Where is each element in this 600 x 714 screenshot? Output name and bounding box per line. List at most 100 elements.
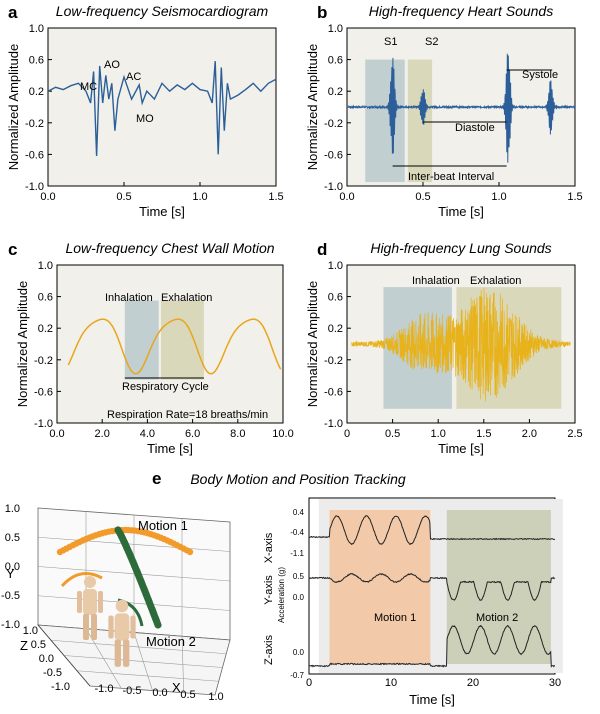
x-tick-label: 30	[549, 677, 561, 689]
annotation-ao: AO	[104, 59, 120, 71]
label-systole: Systole	[522, 69, 558, 81]
x-tick-label: 10.0	[272, 428, 293, 440]
y-tick-label: 1.0	[328, 260, 343, 272]
x-tick-label: 0.5	[116, 191, 131, 203]
figure-leg	[114, 639, 121, 667]
shade-s1	[365, 59, 405, 183]
trace-y-axis	[308, 572, 556, 602]
annotation-mc: MC	[80, 81, 97, 93]
figure-torso	[114, 613, 130, 641]
human-figure-2	[108, 599, 136, 667]
x-tick-label: 1.5	[268, 191, 283, 203]
y-tick-label: -0.2	[34, 355, 53, 367]
y-tick-label: 0.2	[29, 86, 44, 98]
y-tick-label: -0.6	[324, 386, 343, 398]
x-tick-label: 2.0	[522, 428, 537, 440]
y-tick-label: 1.0	[38, 260, 53, 272]
shade-s2	[407, 59, 433, 183]
y-tick-label: 0.6	[328, 292, 343, 304]
panel-letter: c	[8, 240, 17, 259]
y-axis-label: Normalized Amplitude	[305, 281, 320, 407]
y-tick-label: -0.2	[25, 118, 44, 130]
x-tick-label: 1.0	[431, 428, 446, 440]
panel-title: Body Motion and Position Tracking	[190, 471, 406, 487]
label-motion-2: Motion 2	[476, 612, 518, 624]
row-label-x: X-axis	[263, 532, 275, 563]
x-tick-label: 8.0	[230, 428, 245, 440]
series-line	[351, 287, 571, 402]
figure-arm	[130, 615, 136, 639]
y-tick-label: -0.5	[1, 590, 20, 602]
label-exhalation: Exhalation	[161, 292, 212, 304]
annotation-ac: AC	[126, 71, 141, 83]
z-tick-label: 1.0	[23, 625, 38, 637]
label-s2: S2	[425, 36, 438, 48]
shade-exhalation	[160, 300, 204, 380]
x-tick-label: 20	[467, 677, 479, 689]
grid-line	[37, 566, 231, 582]
y-tick-label: -0.6	[34, 386, 53, 398]
x-tick-label: -0.5	[123, 685, 142, 697]
x-tick-label: 0.0	[49, 428, 64, 440]
shade-inhalation	[124, 300, 159, 380]
y-axis-label: Acceleration (g)	[277, 567, 286, 623]
figure-arm	[108, 615, 114, 639]
x-tick-label: 0.0	[152, 687, 167, 699]
series-line	[346, 53, 576, 163]
y-tick-label: 0.2	[328, 323, 343, 335]
trace-point-motion1	[186, 548, 194, 556]
figure-head	[84, 576, 96, 588]
y-tick-label: 1.0	[328, 23, 343, 35]
y-tick-label: 0.6	[29, 55, 44, 67]
y-tick-label: -0.6	[25, 149, 44, 161]
x-tick-label: 1.5	[567, 191, 582, 203]
figure-leg	[123, 639, 130, 667]
y-tick-label: 0.2	[328, 86, 343, 98]
x-tick-label: 10	[385, 677, 397, 689]
label-s1: S1	[384, 36, 397, 48]
label-motion-2: Motion 2	[146, 634, 196, 649]
x-tick-label: 1.0	[192, 191, 207, 203]
y-tick-label: -0.6	[324, 149, 343, 161]
z-tick-label: 0.5	[31, 639, 46, 651]
y-tick-label: 0.6	[328, 55, 343, 67]
grid-line	[133, 632, 153, 691]
y-tick-label: 1.0	[29, 23, 44, 35]
x-axis-label: Time [s]	[139, 204, 185, 219]
figure-torso	[83, 589, 97, 615]
x-axis-label: Time [s]	[147, 441, 193, 456]
panel-title: High-frequency Heart Sounds	[369, 3, 553, 19]
x-tick-label: 0.0	[40, 191, 55, 203]
y-tick-label: -1.0	[25, 181, 44, 193]
figure-arm	[77, 591, 82, 613]
y-tick-label: -1.0	[34, 418, 53, 430]
annotation-mo: MO	[136, 113, 154, 125]
series-line	[67, 318, 282, 375]
panel-title: Low-frequency Seismocardiogram	[56, 3, 269, 19]
y-tick-label: 0.0	[5, 561, 20, 573]
panel-letter: a	[8, 3, 18, 22]
label-motion-1: Motion 1	[138, 518, 188, 533]
y-axis-label: Y	[6, 566, 15, 581]
x-tick-label: 2.0	[95, 428, 110, 440]
grid-line	[37, 595, 231, 611]
trace-point-motion2	[154, 621, 162, 629]
x-tick-label: 4.0	[140, 428, 155, 440]
x-tick-label: 0.5	[385, 428, 400, 440]
trace-x-axis	[308, 515, 556, 546]
y-axis-label: Normalized Amplitude	[15, 281, 30, 407]
plot-3d	[37, 507, 231, 696]
x-tick-label: 1.0	[491, 191, 506, 203]
label-inhalation: Inhalation	[105, 292, 153, 304]
y-tick-label: -0.2	[324, 355, 343, 367]
human-figure-1	[77, 576, 103, 640]
plot-area	[47, 27, 277, 187]
row-label-z: Z-axis	[263, 635, 275, 665]
y-tick-label: 1.0	[5, 503, 20, 515]
panel-title: High-frequency Lung Sounds	[370, 240, 551, 256]
y-tick-label: 0.2	[38, 323, 53, 335]
x-axis-label: X	[172, 680, 181, 695]
x-tick-label: 6.0	[185, 428, 200, 440]
x-tick-label: 0	[306, 677, 312, 689]
